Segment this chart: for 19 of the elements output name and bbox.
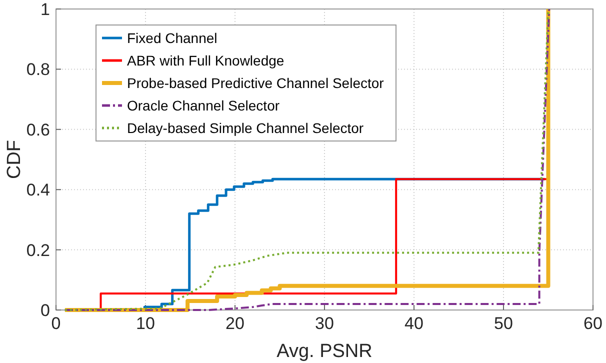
y-tick-label: 0: [40, 300, 50, 320]
legend-label: Probe-based Predictive Channel Selector: [127, 74, 384, 91]
x-tick-label: 30: [315, 314, 334, 333]
x-axis-title: Avg. PSNR: [276, 341, 372, 362]
x-tick-label: 20: [226, 314, 244, 333]
y-tick-label: 0.6: [26, 120, 50, 140]
legend-label: Oracle Channel Selector: [127, 97, 280, 114]
x-tick-label: 10: [136, 314, 155, 333]
legend-label: Fixed Channel: [127, 30, 218, 46]
y-tick-label: 1: [40, 0, 50, 19]
x-tick-label: 40: [404, 314, 424, 333]
y-tick-label: 0.2: [26, 240, 50, 260]
legend-label: Delay-based Simple Channel Selector: [127, 120, 364, 136]
legend-label: ABR with Full Knowledge: [127, 52, 284, 68]
y-tick-label: 0.4: [26, 180, 50, 200]
x-tick-label: 60: [584, 314, 602, 333]
y-axis-title: CDF: [4, 140, 25, 180]
y-tick-label: 0.8: [26, 60, 50, 80]
x-tick-label: 50: [494, 314, 513, 333]
